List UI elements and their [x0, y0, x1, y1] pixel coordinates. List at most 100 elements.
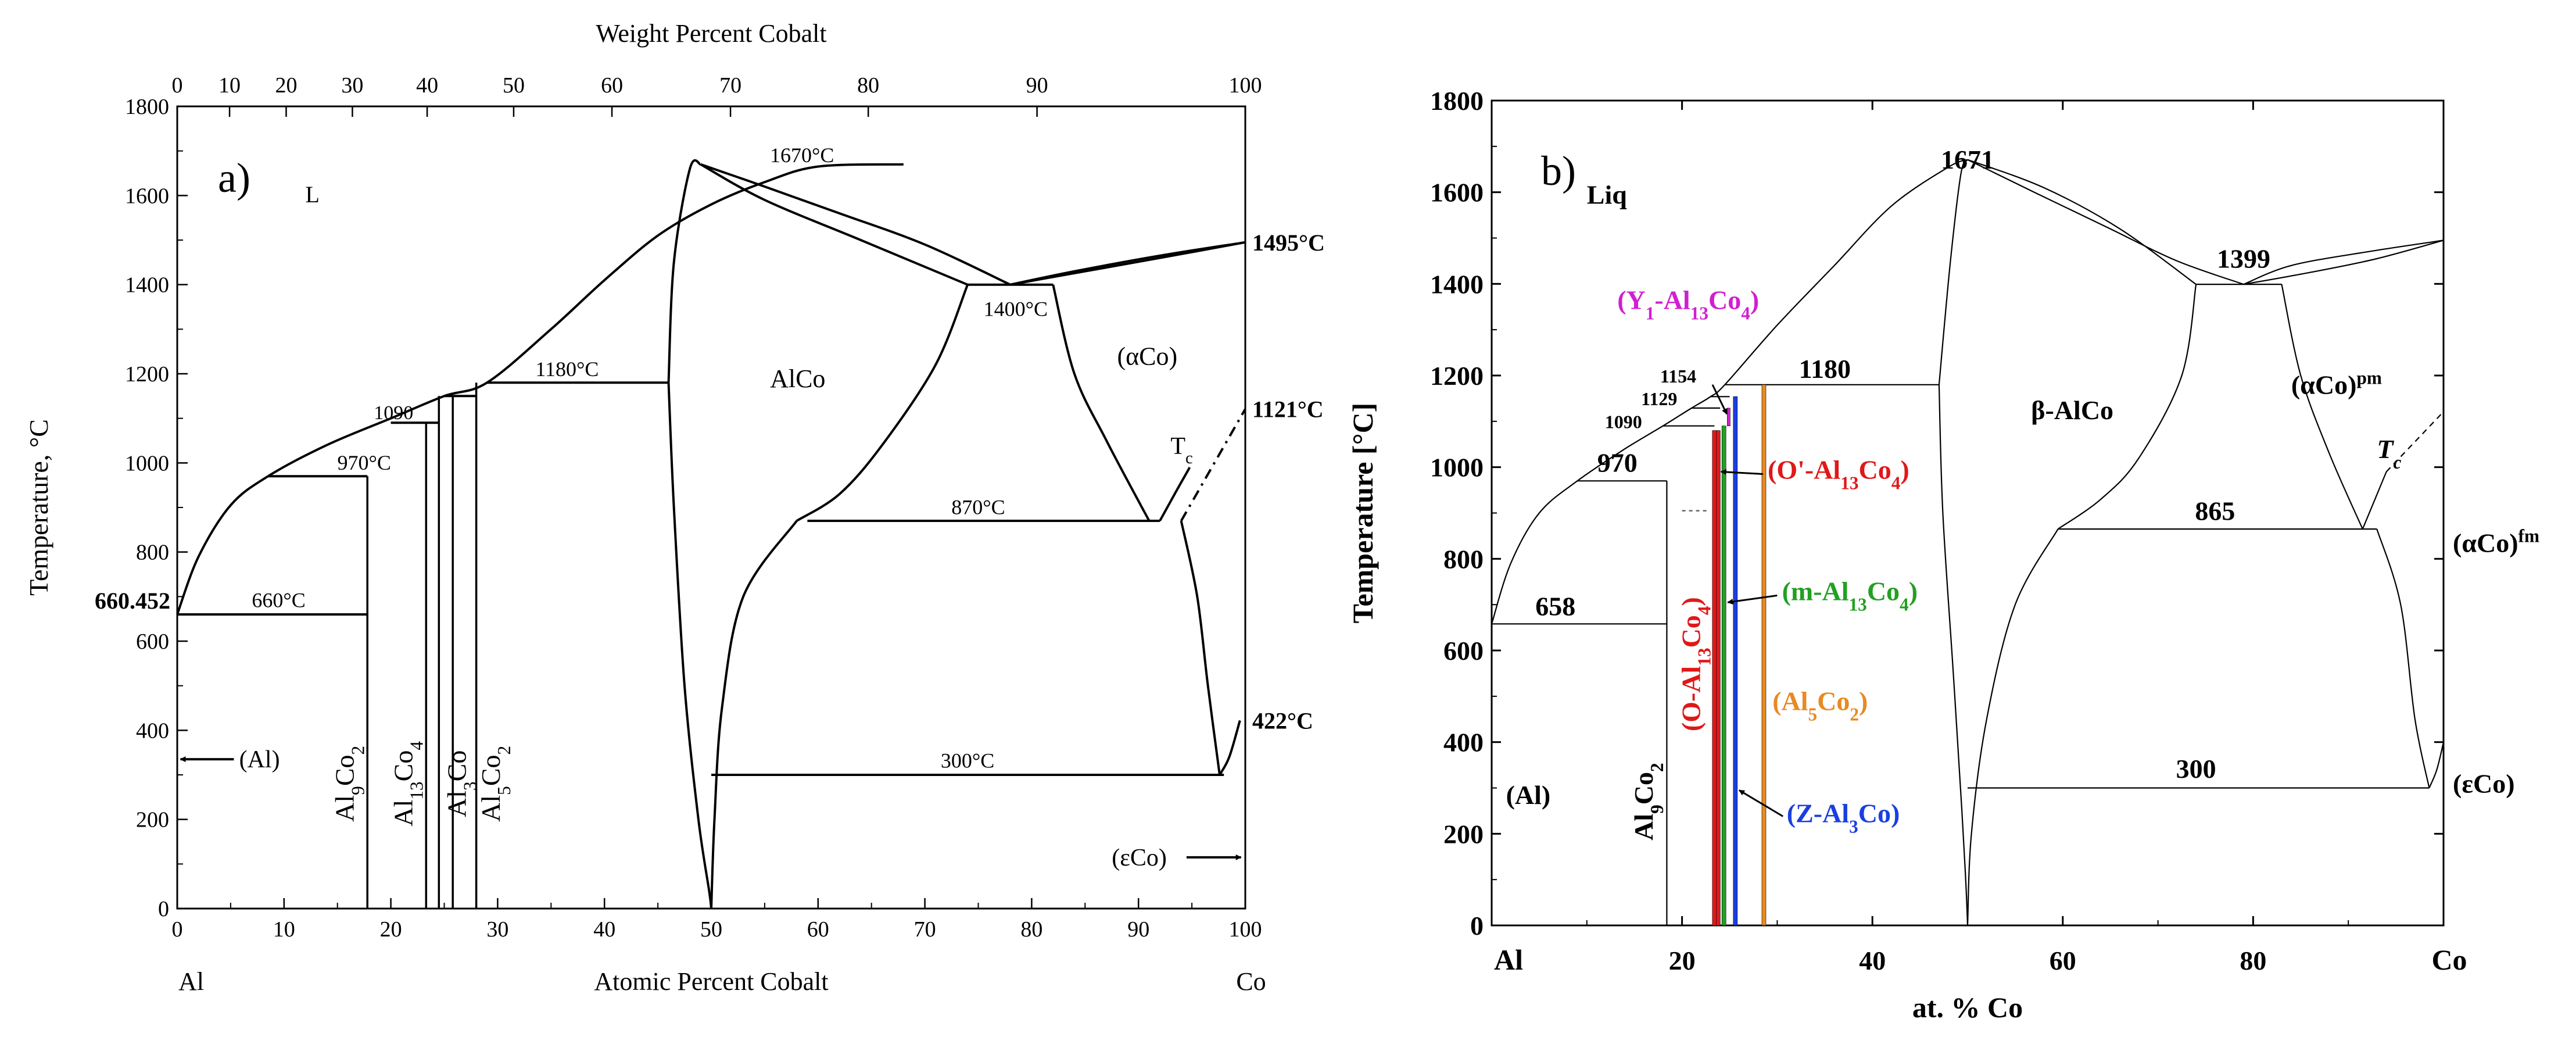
- callout-y1: (Y1-Al13Co4): [1617, 285, 1759, 324]
- y-tick-label: 1000: [1430, 453, 1484, 482]
- panel-a-chart: 0 10 20 30 40 50 60 70 80 90 100020040060080010001…: [24, 19, 1325, 996]
- beta-left-lower: [1938, 384, 1969, 926]
- label-870: 870°C: [951, 496, 1005, 519]
- top-tick-label: 70: [719, 73, 741, 98]
- label-1671: 1671: [1941, 145, 1994, 174]
- label-liquid: L: [306, 181, 320, 208]
- x-tick-label: 90: [1127, 917, 1149, 942]
- beta-right-lower: [1966, 528, 2059, 926]
- top-tick-label: 50: [503, 73, 525, 98]
- label-658: 658: [1535, 591, 1575, 621]
- arrow-m: [1727, 594, 1778, 605]
- eps-co-boundary: [1219, 720, 1241, 775]
- alpha-left-boundary: [2281, 284, 2363, 530]
- label-alpha-pm: (αCo)pm: [2291, 367, 2382, 400]
- phase-label-0: Al9Co2: [329, 746, 368, 822]
- x-axis-title: Atomic Percent Cobalt: [594, 967, 828, 996]
- y-tick-label: 1600: [125, 184, 169, 208]
- top-tick-label: 30: [341, 73, 363, 98]
- y-tick-label: 1400: [1430, 269, 1484, 299]
- label-1154: 1154: [1660, 366, 1696, 387]
- eps-boundary: [2428, 742, 2445, 788]
- phase-bar-5: [1761, 384, 1767, 926]
- y-tick-label: 1800: [125, 95, 169, 119]
- label-1180: 1180°C: [535, 357, 599, 381]
- phase-label-1: Al13Co4: [388, 741, 427, 827]
- label-al: (Al): [239, 746, 280, 773]
- callout-oprime: (O'-Al13Co4): [1768, 455, 1909, 493]
- tc-dashed: [2385, 411, 2444, 473]
- x-tick-label: 40: [1859, 946, 1886, 975]
- alco-left-boundary: [667, 382, 712, 909]
- label-970: 970°C: [337, 451, 390, 474]
- y-tick-label: 400: [136, 718, 169, 743]
- y-tick-label: 1800: [1430, 86, 1484, 116]
- label-1399: 1399: [2217, 244, 2270, 274]
- y-tick-label: 200: [1443, 819, 1484, 849]
- corner-label-al: Al: [1494, 943, 1523, 976]
- x-axis-title: at. % Co: [1912, 991, 2023, 1024]
- y-tick-label: 1200: [125, 362, 169, 387]
- callout-al5co2: (Al5Co2): [1772, 686, 1868, 724]
- top-tick-label: 40: [416, 73, 438, 98]
- label-1180: 1180: [1799, 354, 1851, 384]
- liquidus-curve: [176, 163, 904, 615]
- liquidus-right-curve: [1967, 159, 2244, 285]
- callout-m: (m-Al13Co4): [1782, 576, 1918, 614]
- label-1090: 1090: [1605, 412, 1642, 432]
- tc-line: [1180, 408, 1246, 521]
- panel-a-frame: [176, 105, 1246, 910]
- label-tc: Tc: [2377, 434, 2401, 473]
- x-tick-label: 60: [2050, 946, 2076, 975]
- alpha-co-left-boundary: [1052, 284, 1151, 521]
- beta-solidus: [1967, 159, 2197, 285]
- y-tick-label: 200: [136, 808, 169, 832]
- label-al: (Al): [1506, 780, 1551, 810]
- label-422: 422°C: [1252, 707, 1313, 734]
- x-tick-label: 30: [486, 917, 508, 942]
- x-tick-label: 70: [914, 917, 936, 942]
- tc-segment: [2362, 471, 2387, 530]
- x-tick-label: 80: [2240, 946, 2266, 975]
- top-axis-title: Weight Percent Cobalt: [596, 19, 826, 48]
- label-1129: 1129: [1641, 388, 1677, 409]
- y-tick-label: 1600: [1430, 178, 1484, 208]
- corner-label-co: Co: [1236, 967, 1266, 996]
- phase-bar-3: [1727, 407, 1731, 427]
- x-tick-label: 10: [273, 917, 295, 942]
- label-alpha-co: (αCo): [1117, 342, 1177, 371]
- panel-label-b: b): [1541, 148, 1576, 194]
- x-tick-label: 50: [700, 917, 722, 942]
- callout-al9co2: Al9Co2: [1629, 763, 1667, 841]
- y-tick-label: 0: [1470, 911, 1484, 941]
- liquidus-right-curve: [700, 163, 1011, 286]
- label-1670: 1670°C: [770, 144, 834, 167]
- top-tick-label: 90: [1026, 73, 1048, 98]
- top-tick-label: 0: [172, 73, 183, 98]
- label-beta: β-AlCo: [2031, 395, 2113, 425]
- alco-right-upper: [796, 284, 969, 522]
- corner-label-al: Al: [178, 967, 204, 996]
- label-865: 865: [2195, 496, 2235, 525]
- x-tick-label: 20: [1669, 946, 1696, 975]
- label-1121: 1121°C: [1252, 396, 1324, 423]
- y-tick-label: 600: [1443, 636, 1484, 666]
- phase-bar-2: [1721, 426, 1726, 926]
- tc-segment: [1159, 467, 1191, 521]
- x-tick-label: 100: [1229, 917, 1262, 942]
- top-tick-label: 60: [601, 73, 623, 98]
- alpha-solidus: [2243, 239, 2444, 285]
- beta-left-upper: [1938, 159, 1968, 385]
- y-tick-label: 1000: [125, 451, 169, 475]
- x-tick-label: 60: [807, 917, 829, 942]
- label-300: 300: [2176, 754, 2216, 784]
- alco-solidus-right: [700, 163, 968, 286]
- y-tick-label: 0: [158, 897, 169, 921]
- label-tc: Tc: [1170, 433, 1192, 467]
- phase-label-2: Al3Co: [442, 750, 480, 817]
- y-tick-label: 400: [1443, 728, 1484, 757]
- x-tick-label: 80: [1020, 917, 1042, 942]
- y-axis-title: Temperature, °C: [24, 419, 53, 596]
- y-axis-title: Temperature [°C]: [1346, 403, 1379, 624]
